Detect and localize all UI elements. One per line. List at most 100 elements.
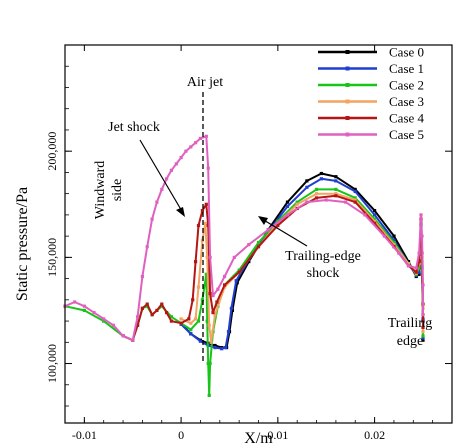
series-line <box>122 194 424 342</box>
series-marker <box>334 179 338 183</box>
series-marker <box>305 200 309 204</box>
legend-label: Case 0 <box>389 45 424 60</box>
series-marker <box>169 315 173 319</box>
series-marker <box>189 145 193 149</box>
series-marker <box>421 330 425 334</box>
series-marker <box>73 300 77 304</box>
series-marker <box>82 304 86 308</box>
series-marker <box>373 213 377 217</box>
jet-shock-arrowhead <box>176 207 185 217</box>
series-marker <box>174 162 178 166</box>
jet-shock-arrow <box>139 139 184 214</box>
annotation-layer: Air jet Jet shock Windward side Trailing-… <box>93 75 432 362</box>
series-marker <box>421 334 425 338</box>
series-marker <box>213 313 217 317</box>
annotation-windward-side: Windward side <box>93 161 125 220</box>
series-marker <box>184 149 188 153</box>
series-marker <box>189 332 193 336</box>
series-marker <box>230 308 234 312</box>
series-marker <box>111 323 115 327</box>
series-marker <box>314 187 319 191</box>
series-marker <box>363 213 367 217</box>
series-marker <box>421 338 425 342</box>
series-marker <box>382 234 386 238</box>
series-marker <box>194 260 198 264</box>
legend-label: Case 2 <box>389 78 424 93</box>
series-layer <box>63 134 425 397</box>
series-marker <box>235 281 239 285</box>
series-marker <box>194 317 198 321</box>
series-marker <box>314 196 319 200</box>
series-marker <box>160 187 164 191</box>
series-marker <box>223 274 227 279</box>
series-marker <box>392 234 396 238</box>
series-marker <box>414 266 418 270</box>
y-tick-label: 150,000 <box>45 238 59 277</box>
series-marker <box>211 311 215 315</box>
series-marker <box>234 279 238 283</box>
series-marker <box>200 209 204 213</box>
series-marker <box>226 330 231 334</box>
series-marker <box>305 179 309 183</box>
series-marker <box>206 223 210 228</box>
series-marker <box>247 260 251 264</box>
series-marker <box>191 298 195 302</box>
series-5 <box>63 134 425 342</box>
series-marker <box>213 343 217 348</box>
series-marker <box>353 196 357 200</box>
series-marker <box>314 192 319 196</box>
series-marker <box>237 270 241 274</box>
series-marker <box>373 221 377 225</box>
x-axis-label: X/m <box>244 430 273 447</box>
series-marker <box>196 319 201 323</box>
y-tick-label: 100,000 <box>45 344 59 383</box>
series-marker <box>155 200 159 204</box>
series-marker <box>187 317 191 321</box>
y-axis-label: Static pressure/Pa <box>14 187 31 301</box>
series-marker <box>247 243 251 247</box>
series-marker <box>203 221 207 225</box>
series-marker <box>209 340 213 344</box>
series-marker <box>140 306 144 310</box>
series-marker <box>102 317 106 321</box>
series-marker <box>421 313 425 317</box>
trailing-edge-shock-arrowhead <box>258 216 268 225</box>
series-marker <box>211 294 215 298</box>
series-marker <box>334 187 338 191</box>
series-marker <box>215 300 219 304</box>
series-marker <box>421 325 425 329</box>
series-marker <box>205 319 209 323</box>
series-marker <box>179 317 183 321</box>
series-marker <box>145 245 149 249</box>
series-marker <box>406 260 411 264</box>
series-marker <box>216 287 220 291</box>
legend-marker <box>345 116 350 120</box>
series-marker <box>169 168 173 172</box>
series-marker <box>392 240 396 245</box>
series-marker <box>224 346 228 350</box>
series-marker <box>295 202 299 206</box>
series-marker <box>417 272 421 276</box>
series-marker <box>334 175 338 179</box>
series-marker <box>276 223 280 228</box>
series-marker <box>417 251 421 255</box>
series-marker <box>165 177 169 181</box>
series-marker <box>169 319 173 323</box>
series-marker <box>421 336 425 340</box>
series-marker <box>196 285 201 289</box>
legend-marker <box>345 66 350 71</box>
series-marker <box>150 217 154 221</box>
series-marker <box>204 134 208 138</box>
series-marker <box>140 274 144 279</box>
legend-label: Case 4 <box>389 111 425 126</box>
annotation-trailing-edge: Trailing edge <box>388 316 433 349</box>
series-marker <box>208 361 212 366</box>
series-marker <box>324 198 328 202</box>
trailing-edge-shock-arrow <box>261 218 308 247</box>
annotation-air-jet: Air jet <box>187 75 223 90</box>
series-marker <box>285 213 290 217</box>
series-marker <box>196 223 201 228</box>
series-marker <box>200 298 204 302</box>
series-marker <box>417 260 421 264</box>
